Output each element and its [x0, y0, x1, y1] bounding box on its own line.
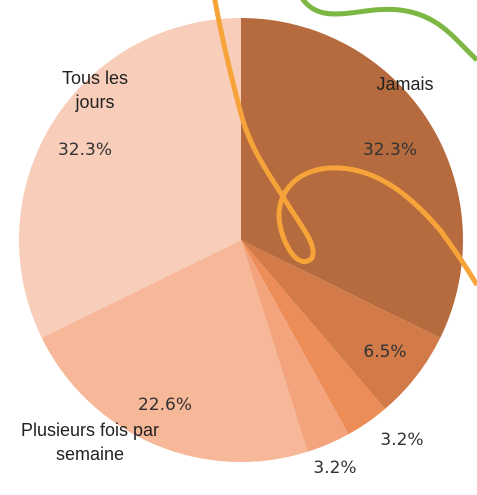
value-label: 32.3%: [57, 140, 113, 160]
value-label: 22.6%: [137, 395, 193, 415]
decorative-orange-stroke: [212, 0, 477, 287]
value-label: 3.2%: [380, 430, 424, 450]
pie-slice: [18, 18, 241, 338]
pie-slice: [241, 240, 441, 409]
value-label: 6.5%: [363, 342, 407, 362]
category-label: Tous les jours: [61, 68, 129, 112]
pie-slice: [41, 240, 308, 462]
category-label: Plusieurs fois par semaine: [20, 420, 160, 464]
category-label: Jamais: [376, 74, 434, 94]
decorative-green-stroke: [300, 0, 477, 62]
pie-slice: [241, 240, 349, 452]
value-label: 3.2%: [313, 458, 357, 478]
pie-slice: [241, 240, 386, 435]
value-label: 32.3%: [362, 140, 418, 160]
